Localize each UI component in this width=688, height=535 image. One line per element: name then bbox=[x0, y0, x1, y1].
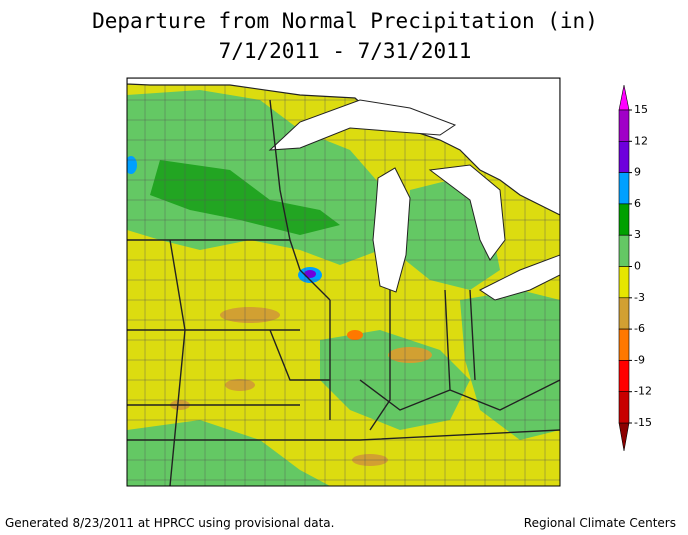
legend-tick-label: -9 bbox=[634, 353, 645, 366]
legend-tick-label: 15 bbox=[634, 103, 648, 116]
legend-swatch bbox=[618, 391, 630, 424]
legend-swatch bbox=[618, 203, 630, 236]
legend-tick-label: 3 bbox=[634, 228, 641, 241]
title-line-2: 7/1/2011 - 7/31/2011 bbox=[219, 39, 472, 63]
legend-tick-label: -3 bbox=[634, 291, 645, 304]
legend-swatch bbox=[618, 328, 630, 361]
map bbox=[126, 77, 561, 487]
dry-spot bbox=[388, 347, 432, 363]
wet-region bbox=[127, 420, 330, 486]
legend-swatch bbox=[618, 234, 630, 267]
lake-michigan bbox=[372, 167, 411, 293]
legend-swatch bbox=[618, 109, 630, 142]
legend-swatch bbox=[618, 297, 630, 330]
legend-swatch bbox=[618, 172, 630, 205]
legend-tick-label: 0 bbox=[634, 260, 641, 273]
canada bbox=[127, 78, 560, 216]
legend-tick-label: -15 bbox=[634, 416, 652, 429]
lake-erie bbox=[479, 254, 560, 301]
legend-under-triangle bbox=[618, 422, 630, 452]
wet-spot bbox=[127, 156, 137, 174]
map-frame bbox=[126, 77, 561, 487]
legend-tick-label: -6 bbox=[634, 322, 645, 335]
legend-tick-label: 9 bbox=[634, 166, 641, 179]
legend-swatch bbox=[618, 266, 630, 299]
footer-left: Generated 8/23/2011 at HPRCC using provi… bbox=[5, 516, 334, 530]
legend-tick-label: 6 bbox=[634, 197, 641, 210]
lake-superior bbox=[268, 99, 457, 151]
title-line-1: Departure from Normal Precipitation (in) bbox=[92, 9, 598, 33]
dry-spot bbox=[225, 379, 255, 391]
legend-tick-label: 12 bbox=[634, 134, 648, 147]
footer-right: Regional Climate Centers bbox=[524, 516, 676, 530]
legend-tick-label: -12 bbox=[634, 385, 652, 398]
legend-over-triangle bbox=[618, 84, 630, 111]
legend: 15 12 9 6 3 0 -3 -6 -9 -12 -15 bbox=[618, 84, 652, 452]
legend-swatch bbox=[618, 360, 630, 392]
wet-spot bbox=[304, 270, 316, 278]
dry-spot bbox=[347, 330, 363, 340]
legend-swatch bbox=[618, 141, 630, 173]
dry-spot bbox=[220, 307, 280, 323]
lake-huron bbox=[428, 164, 506, 261]
